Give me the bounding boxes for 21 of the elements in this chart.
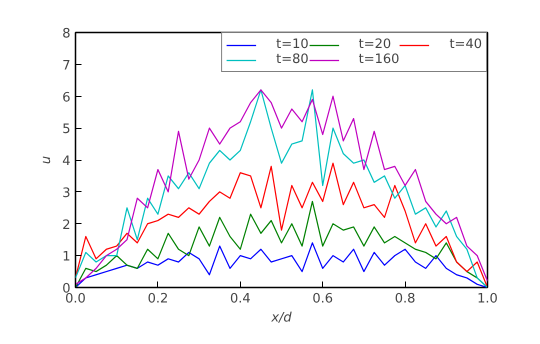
x-tick-label: 0.0 [65, 292, 86, 306]
legend-label: t=10 [276, 37, 309, 52]
x-tick-label: 0.8 [394, 292, 416, 306]
x-tick-label: 0.6 [312, 292, 334, 306]
legend-label: t=160 [358, 52, 400, 67]
legend-label: t=20 [358, 37, 392, 52]
y-tick-label: 1 [62, 250, 71, 265]
legend-label: t=80 [276, 52, 309, 67]
y-axis-title: u [39, 156, 54, 164]
y-tick-label: 5 [62, 122, 71, 138]
x-tick-label: 0.2 [148, 292, 168, 306]
y-tick-label: 4 [62, 154, 71, 169]
legend-label: t=40 [449, 37, 482, 52]
y-tick-label: 2 [62, 218, 71, 233]
y-tick-label: 3 [62, 186, 71, 201]
x-axis-title: x/d [270, 310, 292, 326]
x-tick-label: 1.0 [477, 292, 498, 306]
y-tick-label: 6 [62, 90, 71, 106]
y-tick-label: 7 [62, 58, 71, 74]
y-tick-label: 8 [62, 26, 71, 42]
x-tick-label: 0.4 [230, 292, 251, 306]
